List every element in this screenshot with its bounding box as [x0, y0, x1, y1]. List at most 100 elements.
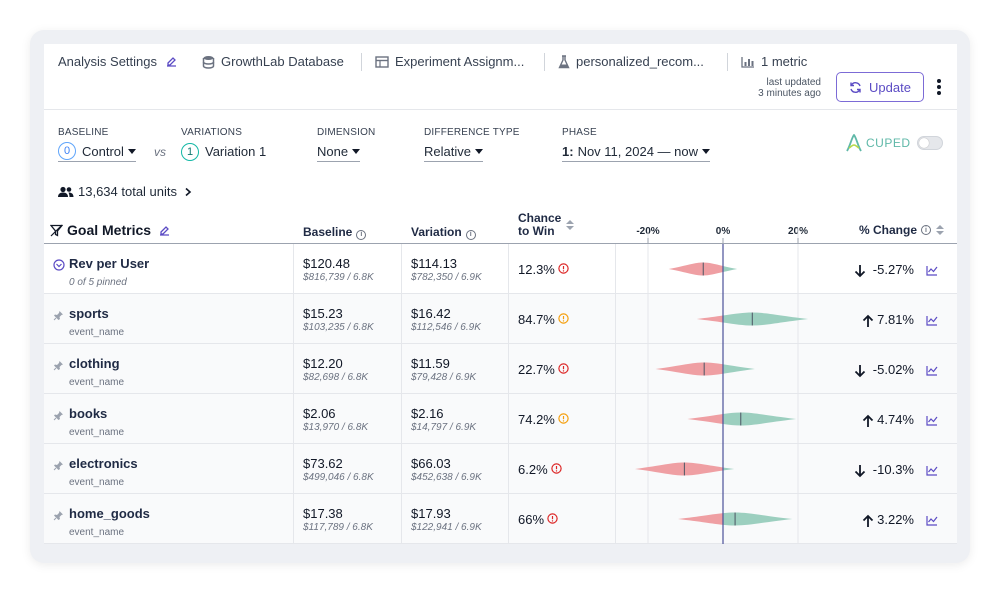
chevron-down-icon [352, 148, 361, 154]
datasource-item[interactable]: GrowthLab Database [202, 54, 344, 69]
chart-icon[interactable] [926, 263, 938, 281]
metrics-item[interactable]: 1 metric [741, 54, 807, 69]
info-icon[interactable]: i [921, 225, 932, 235]
baseline-detail: $816,739 / 6.8K [303, 272, 374, 283]
alert-icon [555, 262, 569, 277]
arrow-up-icon [862, 414, 874, 428]
arrow-up-icon [862, 514, 874, 528]
experiment-item[interactable]: personalized_recom... [558, 54, 704, 69]
percent-change-column-header[interactable]: % Change i [859, 223, 945, 237]
column-divider [401, 244, 402, 544]
phase-select[interactable]: 1: Nov 11, 2024 — now [562, 142, 711, 162]
variation-column-label: Variation [411, 225, 462, 239]
percent-change-value: 4.74% [877, 412, 914, 427]
variation-value: $17.93 [411, 506, 451, 521]
difference-type-value: Relative [424, 143, 471, 159]
baseline-select[interactable]: 0 Control [58, 142, 136, 162]
chart-icon[interactable] [926, 363, 938, 381]
chance-to-win: 84.7% [518, 312, 569, 327]
variation-value: $114.13 [411, 256, 458, 271]
chance-to-win: 12.3% [518, 262, 569, 277]
baseline-value: $17.38 [303, 506, 343, 521]
phase-label: PHASE [562, 127, 597, 138]
metric-name[interactable]: home_goods [69, 506, 150, 521]
metric-name[interactable]: Rev per User [69, 256, 150, 271]
pin-icon[interactable] [53, 508, 64, 526]
cuped-toggle-group[interactable]: CUPED [845, 134, 943, 152]
metrics-label: 1 metric [761, 54, 808, 69]
chance-to-win: 66% [518, 512, 558, 527]
axis-tick-label: 20% [787, 226, 809, 237]
alert-icon [548, 462, 562, 477]
database-icon [202, 55, 215, 69]
chance-to-win: 22.7% [518, 362, 569, 377]
table-icon [375, 55, 389, 68]
variation-detail: $122,941 / 6.9K [411, 522, 482, 533]
variations-label: VARIATIONS [181, 127, 243, 138]
results-card: Analysis Settings GrowthLab Database Exp… [44, 44, 957, 544]
variation-select[interactable]: 1 Variation 1 [181, 142, 266, 162]
variation-detail: $112,546 / 6.9K [411, 322, 481, 333]
table-header [44, 210, 957, 244]
edit-icon[interactable] [158, 224, 171, 237]
sort-icon[interactable] [566, 220, 575, 230]
chart-icon[interactable] [926, 313, 938, 331]
variation-detail: $79,428 / 6.9K [411, 372, 477, 383]
divider [727, 53, 728, 71]
baseline-value: $2.06 [303, 406, 336, 421]
more-options-icon[interactable] [936, 79, 942, 97]
total-units[interactable]: 13,634 total units [58, 184, 197, 199]
metric-name[interactable]: books [69, 406, 108, 421]
variation-detail: $14,797 / 6.9K [411, 422, 477, 433]
metric-name[interactable]: clothing [69, 356, 120, 371]
chance-to-win-column-header[interactable]: Chance to Win [518, 212, 575, 238]
baseline-column-label: Baseline [303, 225, 353, 239]
dimension-select[interactable]: None [317, 142, 361, 162]
experiment-label: personalized_recom... [576, 54, 704, 69]
alert-icon [555, 312, 569, 327]
info-icon[interactable]: i [356, 229, 367, 240]
collapse-icon[interactable] [53, 258, 65, 276]
chance-to-win: 6.2% [518, 462, 562, 477]
chart-icon[interactable] [926, 463, 938, 481]
arrow-down-icon [854, 264, 866, 278]
analysis-settings-link[interactable]: Analysis Settings [58, 54, 184, 69]
phase-number: 1: [562, 143, 574, 159]
table-row: Rev per User 0 of 5 pinned $120.48 $816,739… [44, 244, 957, 294]
update-button[interactable]: Update [836, 72, 924, 102]
pin-icon[interactable] [53, 458, 64, 476]
axis-tick-label: -20% [636, 226, 660, 237]
pin-icon[interactable] [53, 358, 64, 376]
assignment-item[interactable]: Experiment Assignm... [375, 54, 524, 69]
edit-icon[interactable] [165, 55, 178, 68]
baseline-label: BASELINE [58, 127, 109, 138]
difference-type-select[interactable]: Relative [424, 142, 483, 162]
baseline-value: Control [82, 143, 124, 159]
filter-off-icon[interactable] [50, 224, 63, 237]
pin-icon[interactable] [53, 408, 64, 426]
metric-name[interactable]: electronics [69, 456, 138, 471]
baseline-detail: $13,970 / 6.8K [303, 422, 369, 433]
variation-value: Variation 1 [205, 144, 267, 159]
variation-detail: $782,350 / 6.9K [411, 272, 482, 283]
flask-icon [558, 54, 570, 68]
last-updated-label: last updated [766, 77, 822, 88]
divider [361, 53, 362, 71]
metric-subtitle: event_name [69, 377, 125, 388]
table-row: sports event_name $15.23 $103,235 / 6.8K $16… [44, 294, 957, 344]
metric-subtitle: event_name [69, 527, 125, 538]
chevron-down-icon [702, 148, 711, 154]
baseline-value: $73.62 [303, 456, 343, 471]
cuped-logo-icon [846, 134, 862, 152]
chart-icon[interactable] [926, 413, 938, 431]
chance-to-win-value: 66% [518, 512, 545, 527]
column-divider [293, 244, 294, 544]
chart-icon[interactable] [926, 513, 938, 531]
sort-icon[interactable] [936, 225, 945, 235]
baseline-detail: $103,235 / 6.8K [303, 322, 374, 333]
goal-metrics-title: Goal Metrics [67, 222, 152, 238]
cuped-toggle[interactable] [916, 136, 943, 150]
info-icon[interactable]: i [465, 229, 476, 240]
pin-icon[interactable] [53, 308, 64, 326]
metric-name[interactable]: sports [69, 306, 109, 321]
